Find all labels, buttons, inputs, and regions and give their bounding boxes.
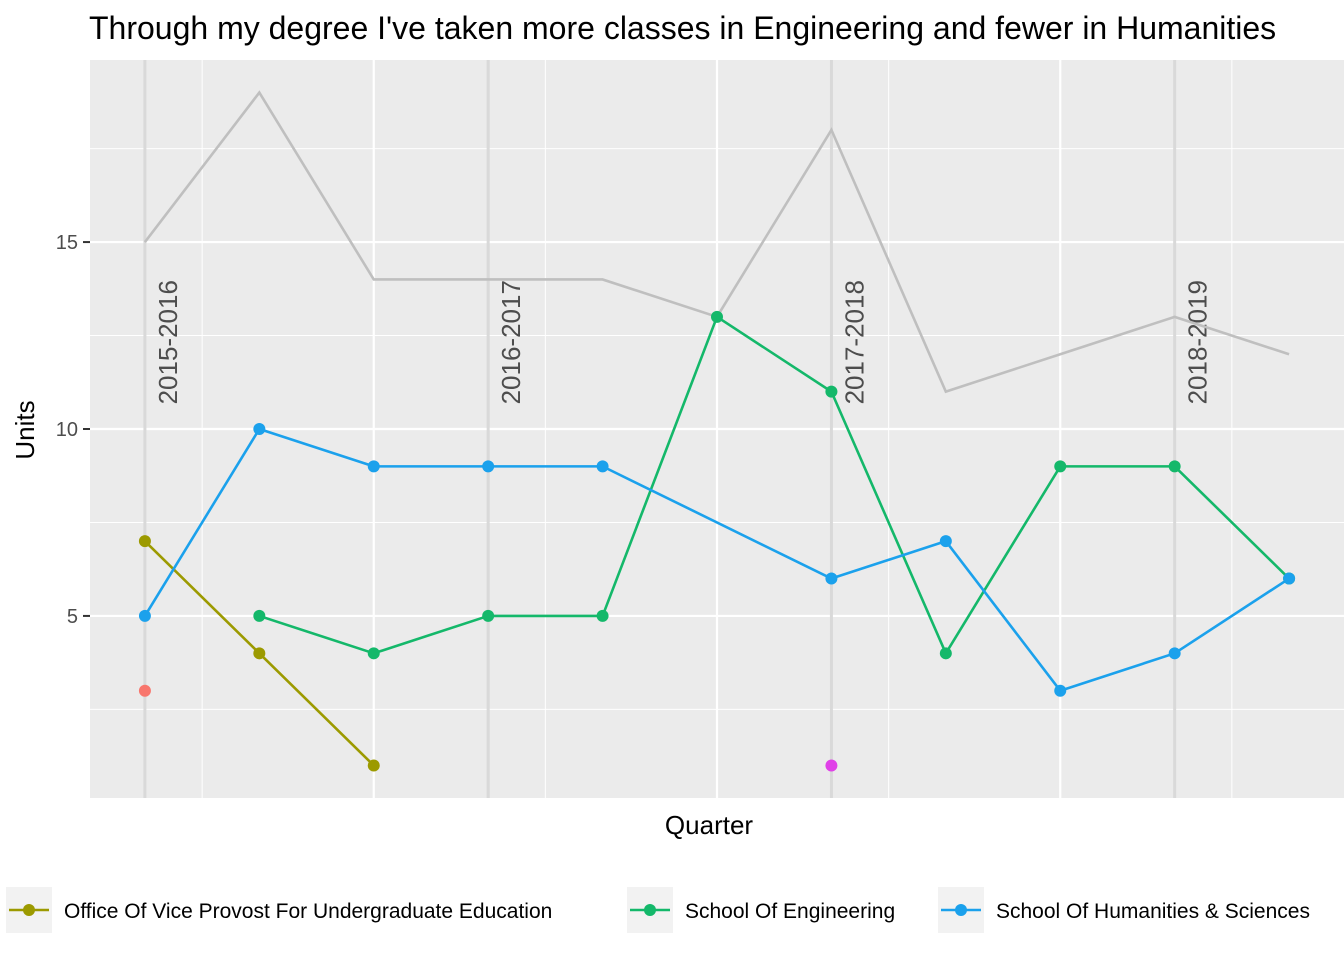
data-point-school-of-engineering (482, 609, 495, 622)
data-point-school-of-humanities-sciences (825, 572, 838, 585)
series-line-school-of-humanities-sciences (143, 427, 1290, 693)
y-tick-label: 15 (56, 232, 78, 254)
legend-label: School Of Engineering (685, 900, 895, 923)
legend-label: School Of Humanities & Sciences (996, 900, 1310, 923)
legend-item-school-of-engineering: School Of Engineering (627, 887, 895, 933)
data-point-school-of-humanities-sciences (1283, 572, 1296, 585)
legend: Office Of Vice Provost For Undergraduate… (6, 887, 1310, 933)
data-point-school-of-humanities-sciences (138, 609, 151, 622)
data-point-school-of-engineering (939, 647, 952, 660)
points-layer (138, 310, 1296, 772)
year-marker-lines (143, 60, 1177, 798)
data-point-school-of-engineering (1054, 460, 1067, 473)
legend-key-point (23, 904, 35, 916)
data-point-school-of-engineering (367, 647, 380, 660)
data-point-school-of-engineering (1168, 460, 1181, 473)
data-point-school-of-humanities-sciences (1054, 684, 1067, 697)
legend-item-school-of-humanities-sciences: School Of Humanities & Sciences (938, 887, 1310, 933)
data-point-office-of-vice-provost-for-undergraduate-education (138, 535, 151, 548)
data-point-office-of-vice-provost-for-undergraduate-education (253, 647, 266, 660)
data-point-school-of-engineering (825, 385, 838, 398)
data-point-school-of-engineering (596, 609, 609, 622)
data-point-school-of-humanities-sciences (367, 460, 380, 473)
data-point-school-of-humanities-sciences (253, 423, 266, 435)
year-marker-label: 2017-2018 (839, 280, 869, 404)
data-point-school-of-humanities-sciences (1168, 647, 1181, 660)
legend-item-office-of-vice-provost-for-undergraduate-education: Office Of Vice Provost For Undergraduate… (6, 887, 552, 933)
year-marker-label: 2018-2019 (1183, 280, 1213, 404)
legend-key-point (955, 904, 967, 916)
y-tick-label: 5 (67, 606, 78, 628)
series-line-school-of-engineering (258, 315, 1290, 655)
year-marker-labels: 2015-2016 2016-2017 2017-2018 2018-2019 (153, 280, 1213, 404)
data-point-school-of-engineering (711, 310, 723, 323)
data-point-unlabeled (825, 759, 838, 772)
data-point-unlabeled (138, 684, 151, 697)
y-tick-label: 10 (56, 419, 78, 441)
legend-key-point (644, 904, 656, 916)
data-point-school-of-engineering (253, 609, 266, 622)
data-point-school-of-humanities-sciences (482, 460, 495, 473)
y-axis-title: Units (10, 400, 40, 459)
legend-label: Office Of Vice Provost For Undergraduate… (64, 900, 552, 923)
data-point-office-of-vice-provost-for-undergraduate-education (367, 759, 380, 772)
data-point-school-of-humanities-sciences (939, 535, 952, 548)
x-axis-title: Quarter (665, 810, 753, 840)
year-marker-label: 2015-2016 (153, 280, 183, 404)
y-axis: 5 10 15 (56, 232, 90, 628)
chart-title: Through my degree I've taken more classe… (89, 10, 1276, 46)
data-point-school-of-humanities-sciences (596, 460, 609, 473)
year-marker-label: 2016-2017 (496, 280, 526, 404)
grid-major (90, 60, 1344, 798)
